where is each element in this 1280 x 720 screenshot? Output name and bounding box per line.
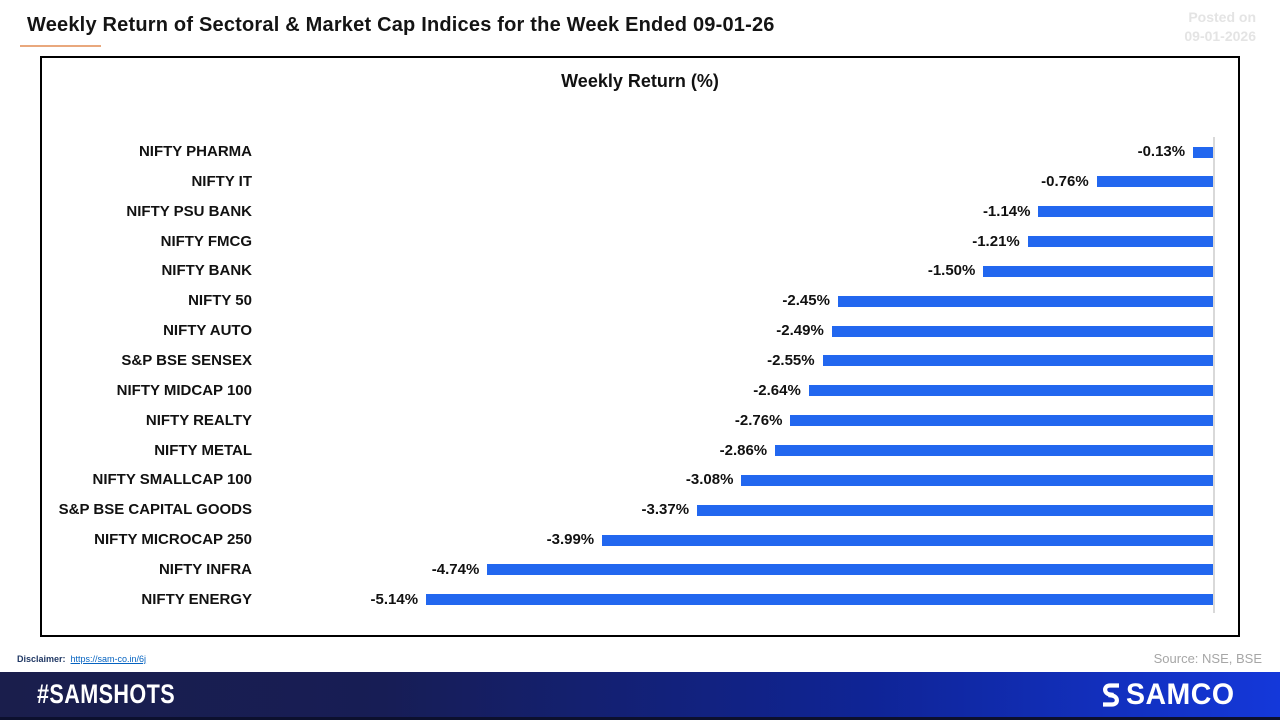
bar — [1027, 236, 1213, 248]
value-label: -2.55% — [767, 351, 815, 369]
chart-title: Weekly Return (%) — [561, 71, 719, 91]
brand-name: SAMCO — [1125, 677, 1235, 711]
source-text: Source: NSE, BSE — [1153, 651, 1262, 666]
value-label: -0.13% — [1137, 143, 1186, 160]
category-label: S&P BSE SENSEX — [121, 351, 252, 369]
posted-on-label: Posted on — [1188, 9, 1256, 25]
value-label: -3.08% — [685, 471, 734, 489]
value-label: -2.49% — [776, 322, 824, 340]
chart-frame: Weekly Return (%) NIFTY PHARMA -0.13% NIFT… — [40, 56, 1240, 637]
category-label: NIFTY PSU BANK — [126, 202, 252, 220]
category-label: NIFTY REALTY — [145, 411, 252, 429]
brand-logo: SAMCO — [1099, 678, 1240, 712]
value-label: -2.76% — [734, 411, 783, 429]
bar — [426, 594, 1213, 606]
bar — [790, 415, 1213, 427]
bar — [602, 534, 1213, 546]
category-label: NIFTY 50 — [188, 292, 252, 310]
value-label: -2.64% — [753, 381, 801, 399]
value-label: -2.86% — [719, 441, 768, 459]
category-label: NIFTY INFRA — [158, 560, 252, 578]
category-label: NIFTY BANK — [161, 262, 252, 280]
samshots-hashtag: #SAMSHOTS — [37, 679, 176, 709]
page-title: Weekly Return of Sectoral & Market Cap I… — [27, 14, 775, 36]
bar — [983, 265, 1213, 277]
bar — [487, 564, 1213, 576]
samco-logo-icon — [1102, 682, 1119, 707]
category-label: NIFTY MIDCAP 100 — [116, 381, 252, 399]
bar — [1193, 146, 1213, 158]
category-label: NIFTY PHARMA — [138, 143, 252, 160]
footer-bar: #SAMSHOTS SAMCO — [0, 672, 1280, 720]
category-label: NIFTY METAL — [154, 441, 252, 459]
value-label: -3.37% — [641, 501, 690, 519]
bar — [1038, 206, 1213, 218]
value-label: -2.45% — [782, 292, 830, 310]
title-underline — [20, 45, 101, 47]
value-label: -0.76% — [1041, 172, 1089, 190]
value-label: -3.99% — [546, 531, 595, 549]
value-label: -5.14% — [370, 590, 419, 608]
category-label: S&P BSE CAPITAL GOODS — [58, 501, 252, 519]
disclaimer: Disclaimer: https://sam-co.in/6j — [17, 654, 146, 664]
bar — [741, 474, 1213, 486]
bar — [697, 504, 1213, 516]
category-label: NIFTY ENERGY — [141, 590, 252, 608]
category-label: NIFTY FMCG — [160, 232, 252, 250]
bar — [775, 445, 1213, 456]
value-label: -4.74% — [431, 560, 480, 578]
category-label: NIFTY SMALLCAP 100 — [92, 471, 252, 489]
zero-axis-line — [1213, 137, 1215, 613]
category-label: NIFTY MICROCAP 250 — [94, 531, 252, 549]
bar — [1096, 176, 1213, 188]
posted-on-date: 09-01-2026 — [1184, 28, 1256, 44]
value-label: -1.21% — [972, 232, 1020, 250]
posted-on: Posted on 09-01-2026 — [1184, 8, 1256, 46]
bar — [837, 295, 1213, 307]
bar — [808, 385, 1213, 397]
bar — [822, 355, 1213, 367]
category-label: NIFTY IT — [191, 172, 252, 190]
disclaimer-label: Disclaimer: — [17, 654, 66, 664]
disclaimer-link[interactable]: https://sam-co.in/6j — [70, 654, 147, 664]
value-label: -1.14% — [982, 202, 1031, 220]
value-label: -1.50% — [927, 262, 976, 280]
category-label: NIFTY AUTO — [163, 322, 252, 340]
bar — [831, 325, 1213, 337]
